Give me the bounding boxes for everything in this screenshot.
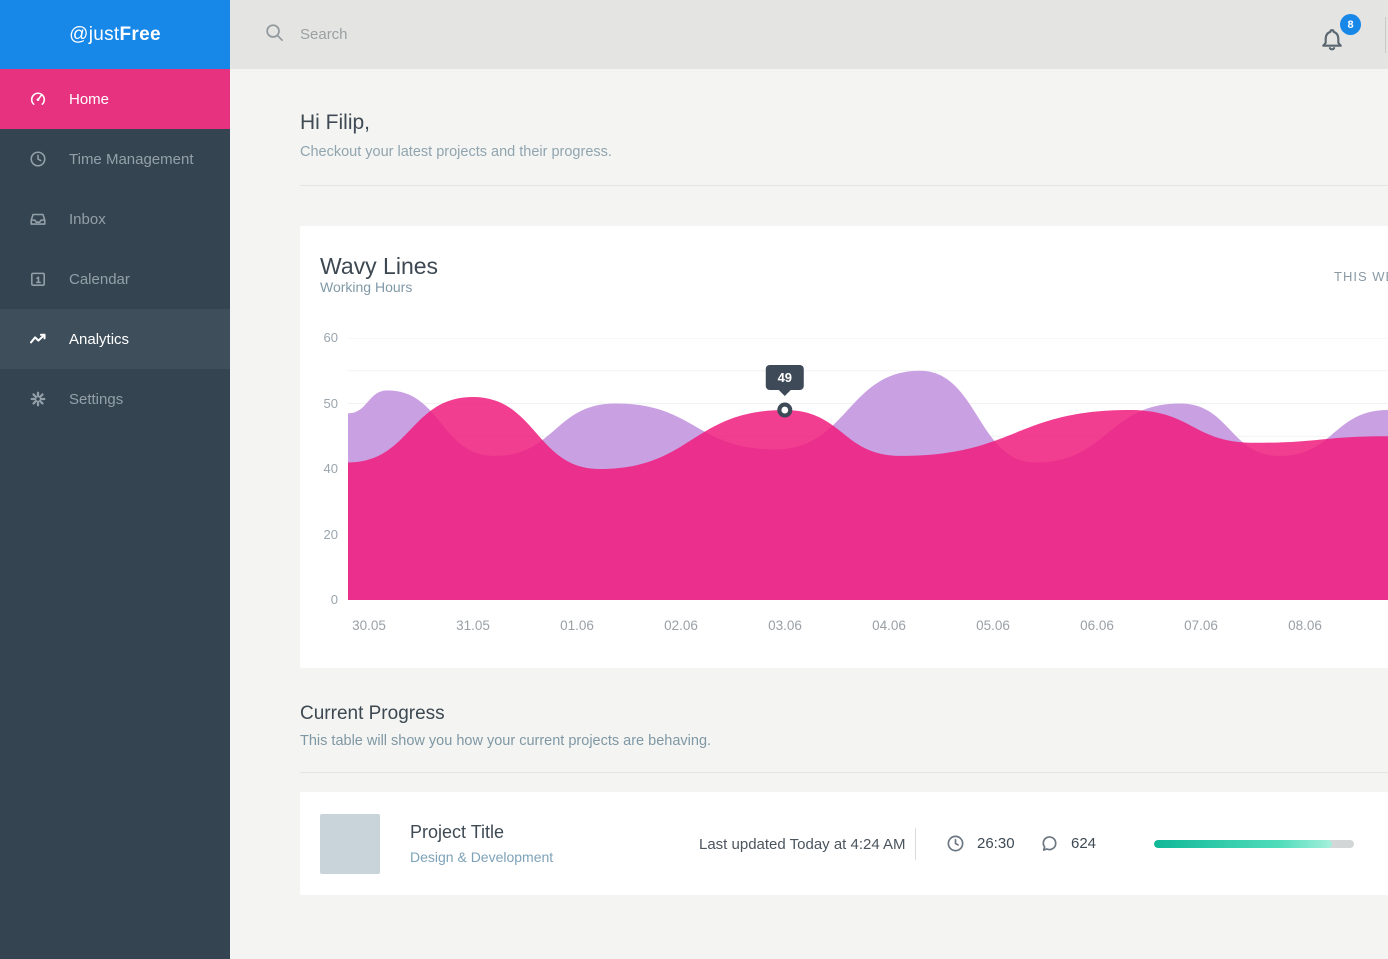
topbar-divider	[1385, 17, 1386, 53]
greeting-block: Hi Filip, Checkout your latest projects …	[300, 111, 612, 160]
sidebar-nav: Home Time Management Inbox Calendar Anal…	[0, 69, 230, 429]
x-axis-label: 03.06	[768, 618, 802, 633]
x-axis-label: 30.05	[352, 618, 386, 633]
sidebar-item-label: Inbox	[69, 210, 106, 228]
sidebar-item-inbox[interactable]: Inbox	[0, 189, 230, 249]
gear-icon	[29, 390, 47, 408]
project-time: 26:30	[946, 834, 1015, 853]
sidebar-item-label: Analytics	[69, 330, 130, 348]
project-category-link[interactable]: Design & Development	[410, 849, 554, 865]
chart-subtitle: Working Hours	[320, 279, 413, 295]
bell-icon	[1322, 29, 1342, 51]
comments-value: 624	[1071, 835, 1097, 852]
chart-title: Wavy Lines	[320, 253, 439, 279]
y-axis-label: 50	[323, 395, 338, 411]
section-divider	[300, 772, 1388, 773]
chart-marker-dot[interactable]	[777, 402, 793, 418]
page-title: Hi Filip,	[300, 111, 371, 134]
pink-wave-area	[348, 396, 1388, 600]
x-axis-label: 07.06	[1184, 618, 1218, 633]
period-selector[interactable]: THIS WEEK	[1334, 269, 1388, 284]
topbar: 8	[230, 0, 1388, 69]
search-input[interactable]	[300, 26, 680, 43]
y-axis-label: 40	[323, 461, 338, 476]
progress-section-header: Current Progress This table will show yo…	[300, 703, 711, 749]
inbox-icon	[29, 210, 47, 228]
project-row[interactable]: Project Title Design & Development Last …	[300, 792, 1388, 895]
y-axis-label: 0	[330, 592, 338, 607]
logo-text-light: @just	[69, 23, 120, 45]
x-axis-label: 06.06	[1080, 618, 1114, 633]
sidebar-item-label: Time Management	[69, 150, 194, 168]
x-axis-label: 31.05	[456, 618, 490, 633]
progress-bar-fill	[1154, 840, 1332, 848]
x-axis-label: 02.06	[664, 618, 698, 633]
project-comments: 624	[1040, 834, 1096, 853]
x-axis-label: 08.06	[1288, 618, 1322, 633]
chart-card: Wavy Lines Working Hours THIS WEEK 49 0 20…	[300, 226, 1388, 668]
y-axis-label: 20	[323, 526, 338, 542]
project-last-updated: Last updated Today at 4:24 AM	[699, 836, 906, 853]
sidebar-item-label: Settings	[69, 390, 124, 408]
y-axis-label: 60	[323, 330, 338, 345]
section-subtitle: This table will show you how your curren…	[300, 733, 712, 749]
section-title: Current Progress	[300, 703, 445, 724]
app-logo[interactable]: @just Free	[0, 0, 230, 69]
x-axis-label: 01.06	[560, 618, 594, 633]
gauge-icon	[29, 90, 47, 108]
sidebar-item-label: Home	[69, 90, 110, 108]
section-divider	[300, 185, 1388, 186]
page-subtitle: Checkout your latest projects and their …	[300, 144, 612, 160]
sidebar: @just Free Home Time Management Inbox Cal…	[0, 0, 230, 959]
sidebar-item-settings[interactable]: Settings	[0, 369, 230, 429]
card-divider	[915, 828, 916, 860]
time-value: 26:30	[977, 835, 1015, 852]
sidebar-item-calendar[interactable]: Calendar	[0, 249, 230, 309]
progress-bar	[1154, 840, 1354, 848]
sidebar-item-analytics[interactable]: Analytics	[0, 309, 230, 369]
notifications-button[interactable]: 8	[1319, 14, 1361, 54]
search-icon	[264, 22, 285, 48]
chart-canvas	[348, 338, 1388, 600]
clock-icon	[29, 150, 47, 168]
clock-icon	[947, 835, 964, 852]
logo-text-bold: Free	[119, 23, 161, 45]
sidebar-item-time-management[interactable]: Time Management	[0, 129, 230, 189]
chart-line-icon	[29, 330, 47, 348]
project-thumbnail	[320, 814, 380, 874]
notification-badge: 8	[1340, 14, 1361, 35]
sidebar-item-label: Calendar	[69, 270, 130, 288]
x-axis-label: 04.06	[872, 618, 906, 633]
main-content: Hi Filip, Checkout your latest projects …	[230, 69, 1388, 959]
project-title: Project Title	[410, 822, 505, 842]
calendar-icon	[29, 270, 47, 288]
chart-tooltip: 49	[765, 365, 805, 391]
comment-icon	[1042, 836, 1057, 851]
x-axis-label: 05.06	[976, 618, 1010, 633]
wavy-lines-chart: 49 0 20 40 50 60 30.05 31.05 01.06 02.06 03.06 04.0…	[324, 330, 1388, 633]
sidebar-item-home[interactable]: Home	[0, 69, 230, 129]
